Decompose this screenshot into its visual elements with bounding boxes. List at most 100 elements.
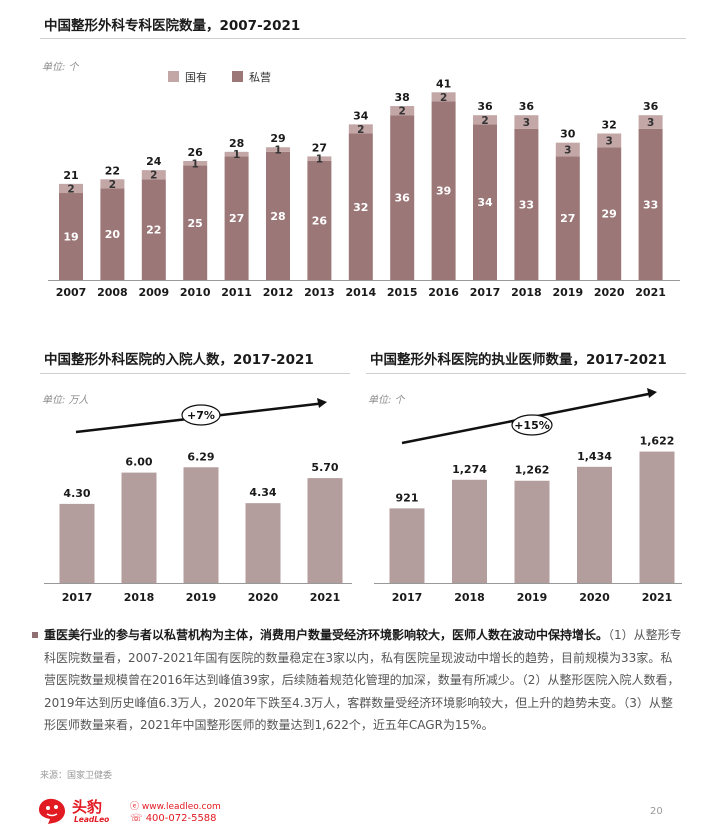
chart2-tick-label-2018: 2018	[124, 591, 155, 604]
chart3-bar-2019	[514, 480, 550, 583]
chart2-value-label-2020: 4.34	[249, 486, 276, 499]
label-private-2020: 29	[602, 208, 617, 221]
bar-private-2011	[224, 156, 249, 280]
bar-private-2013	[307, 160, 332, 280]
bar-public-2009	[141, 170, 166, 180]
bar-public-2007	[59, 183, 83, 194]
bar-private-2020	[597, 147, 622, 280]
phone-number: ☏ 400-072-5588	[130, 813, 217, 824]
chart2-bar-2017	[59, 503, 95, 583]
label-total-2017: 36	[477, 100, 493, 113]
bar-public-2019	[555, 142, 580, 157]
label-total-2016: 41	[436, 77, 451, 90]
label-public-2008: 2	[109, 179, 116, 191]
chart2-tick-label-2021: 2021	[310, 591, 341, 604]
chart3-value-label-2021: 1,622	[640, 435, 675, 448]
chart3-tick-label-2020: 2020	[579, 591, 610, 604]
label-private-2014: 32	[353, 201, 368, 214]
tick-label-2019: 2019	[552, 286, 583, 299]
phone-text: 400-072-5588	[145, 813, 217, 824]
label-public-2020: 3	[606, 135, 613, 147]
bar-private-2018	[514, 128, 539, 280]
label-private-2009: 22	[146, 224, 161, 237]
chart2-plot: 4.30 2017 6.00 2018 6.29 2019 4.34 2020 5.70 2021…	[44, 398, 352, 604]
bar-private-2012	[266, 151, 290, 280]
label-public-2009: 2	[150, 170, 157, 182]
label-total-2012: 29	[270, 132, 285, 145]
chart2-trend-arrow-head	[317, 398, 327, 408]
bar-private-2007	[59, 193, 83, 280]
label-private-2015: 36	[395, 192, 411, 205]
chart3-value-label-2018: 1,274	[452, 463, 487, 476]
bar-public-2011	[224, 151, 249, 157]
chart2-tick-label-2019: 2019	[186, 591, 217, 604]
summary-paragraph: 重医美行业的参与者以私营机构为主体，消费用户数量受经济环境影响较大，医师人数在波…	[32, 624, 682, 737]
label-public-2021: 3	[647, 117, 654, 129]
label-public-2018: 3	[523, 117, 530, 129]
chart1-unit: 单位: 个	[42, 62, 79, 73]
legend-swatch-1	[232, 71, 243, 82]
bar-private-2017	[473, 124, 497, 280]
chart2-bar-2021	[307, 478, 343, 583]
bar-private-2014	[348, 133, 373, 280]
chart3-value-label-2020: 1,434	[577, 450, 612, 463]
chart3-bar-2020	[577, 466, 612, 583]
label-private-2012: 28	[270, 210, 285, 223]
label-total-2011: 28	[229, 137, 244, 150]
label-total-2008: 22	[105, 164, 120, 177]
bar-private-2021	[638, 128, 663, 280]
label-public-2011: 1	[233, 149, 240, 161]
label-public-2007: 2	[67, 183, 74, 195]
bar-public-2013	[307, 156, 332, 161]
logo-english-text: LeadLeo	[74, 815, 110, 824]
tick-label-2007: 2007	[56, 286, 87, 299]
leadleo-logo: 头豹 LeadLeo	[36, 796, 156, 830]
website-link[interactable]: ⓔ www.leadleo.com	[130, 802, 221, 812]
chart2-bar-2020	[245, 503, 281, 583]
logo-chinese-text: 头豹	[72, 798, 103, 816]
label-total-2014: 34	[353, 109, 369, 122]
tick-label-2016: 2016	[428, 286, 459, 299]
bar-public-2014	[348, 124, 373, 134]
bar-public-2016	[431, 92, 456, 102]
tick-label-2018: 2018	[511, 286, 542, 299]
chart3-bar-2018	[452, 479, 487, 583]
chart2-growth-label: +7%	[187, 409, 215, 422]
tick-label-2014: 2014	[345, 286, 376, 299]
chart3-tick-label-2019: 2019	[517, 591, 548, 604]
legend-label-1: 私营	[249, 70, 271, 84]
tick-label-2009: 2009	[138, 286, 169, 299]
chart2-bar-2019	[183, 467, 219, 583]
website-text: www.leadleo.com	[141, 802, 221, 812]
page-number: 20	[650, 806, 663, 817]
label-total-2010: 26	[188, 146, 204, 159]
chart3-bar-2021	[639, 451, 675, 583]
chart1-title: 中国整形外科专科医院数量，2007-2021	[44, 18, 301, 34]
tick-label-2008: 2008	[97, 286, 128, 299]
chart3-title: 中国整形外科医院的执业医师数量，2017-2021	[370, 352, 667, 368]
bar-private-2008	[100, 188, 125, 280]
chart2-tick-label-2017: 2017	[62, 591, 93, 604]
label-private-2007: 19	[63, 231, 78, 244]
chart3-tick-label-2017: 2017	[392, 591, 423, 604]
bar-public-2020	[597, 133, 622, 148]
label-public-2015: 2	[399, 106, 406, 118]
chart2-growth-ellipse	[181, 404, 221, 426]
leopard-head-icon	[39, 798, 65, 824]
bar-private-2019	[555, 156, 580, 280]
chart2-bar-2018	[121, 472, 157, 583]
label-private-2011: 27	[229, 212, 244, 225]
label-private-2021: 33	[643, 198, 658, 211]
label-public-2014: 2	[357, 124, 364, 136]
source-note: 来源：国家卫健委	[40, 771, 113, 781]
label-total-2007: 21	[63, 169, 78, 182]
label-total-2018: 36	[519, 100, 535, 113]
chart3-plot: 921 2017 1,274 2018 1,262 2019 1,434 2020 1,622 2…	[374, 388, 682, 604]
chart2-value-label-2018: 6.00	[125, 456, 152, 469]
bar-private-2010	[183, 165, 208, 280]
label-public-2010: 1	[192, 158, 199, 170]
label-public-2019: 3	[564, 145, 571, 157]
chart2-value-label-2021: 5.70	[311, 461, 338, 474]
chart3-unit: 单位: 个	[368, 395, 405, 406]
label-private-2008: 20	[105, 228, 121, 241]
